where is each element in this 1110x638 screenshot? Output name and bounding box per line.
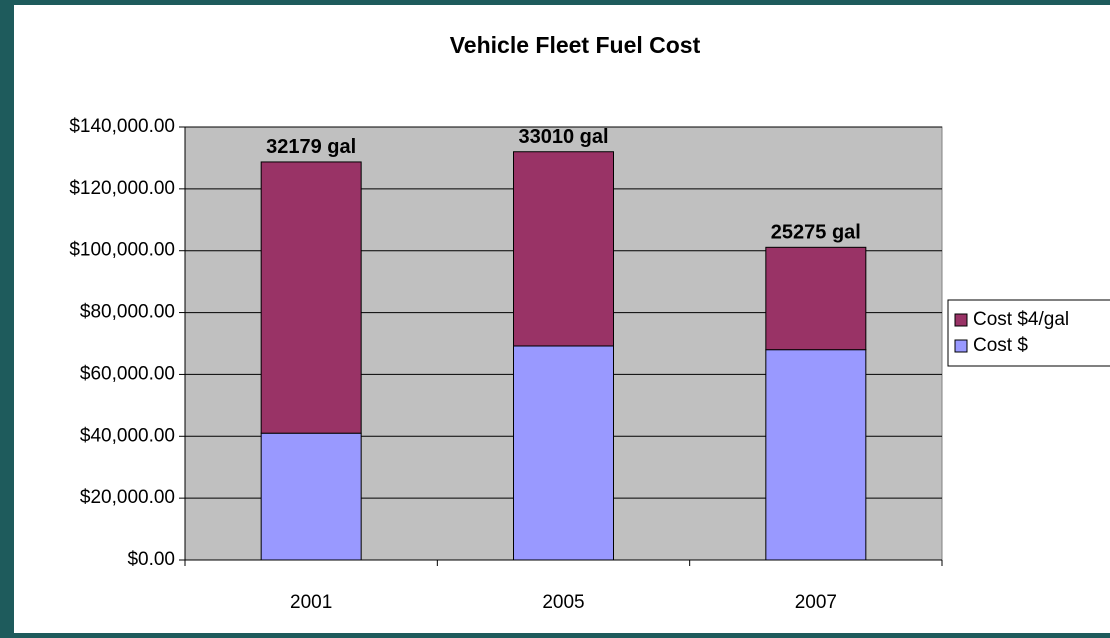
y-tick-label: $40,000.00 bbox=[80, 425, 175, 446]
data-annotation: 25275 gal bbox=[771, 222, 861, 244]
y-tick-label: $80,000.00 bbox=[80, 302, 175, 323]
x-tick-label: 2005 bbox=[542, 592, 584, 613]
bar-segment bbox=[260, 432, 362, 561]
legend-swatch bbox=[954, 313, 968, 327]
legend-label: Cost $4/gal bbox=[973, 309, 1069, 330]
y-tick-label: $0.00 bbox=[127, 549, 175, 570]
bar-segment bbox=[765, 349, 867, 561]
data-annotation: 32179 gal bbox=[266, 136, 356, 158]
legend-swatch bbox=[954, 339, 968, 353]
legend-box bbox=[947, 299, 1110, 367]
bar-segment bbox=[513, 345, 614, 561]
y-tick-label: $60,000.00 bbox=[80, 363, 175, 384]
data-annotation: 33010 gal bbox=[518, 126, 608, 148]
y-tick-label: $20,000.00 bbox=[80, 487, 175, 508]
x-tick-label: 2001 bbox=[290, 592, 332, 613]
bar-segment bbox=[513, 151, 614, 347]
y-tick-label: $120,000.00 bbox=[69, 178, 175, 199]
y-tick-label: $140,000.00 bbox=[69, 116, 175, 137]
y-tick-label: $100,000.00 bbox=[69, 240, 175, 261]
legend-label: Cost $ bbox=[973, 335, 1028, 356]
chart-title: Vehicle Fleet Fuel Cost bbox=[450, 32, 701, 58]
bar-segment bbox=[765, 246, 867, 351]
x-tick-label: 2007 bbox=[795, 592, 837, 613]
bar-segment bbox=[260, 161, 362, 434]
